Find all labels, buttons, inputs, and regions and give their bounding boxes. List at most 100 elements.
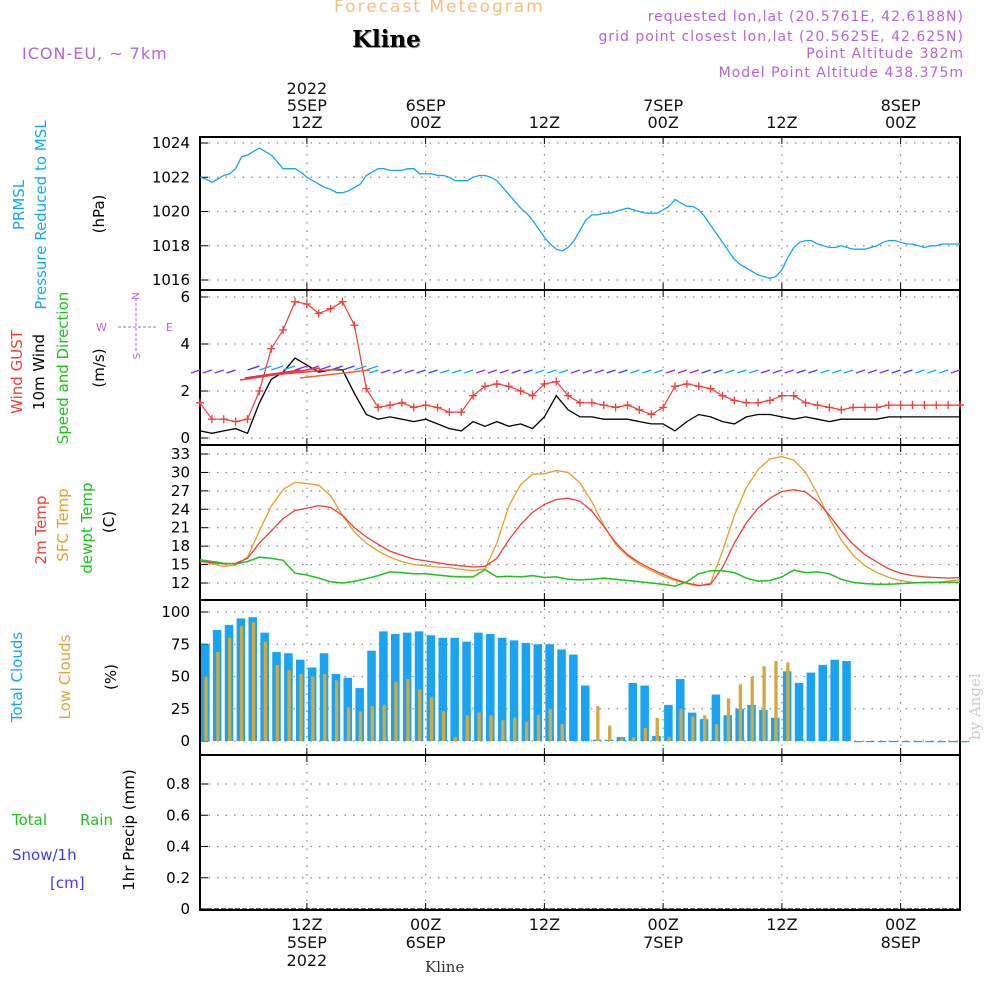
low-cloud-bar — [786, 662, 790, 741]
wind-direction-arrow — [867, 369, 878, 374]
precip-ytick-label: 0.4 — [166, 838, 190, 856]
total-cloud-bar — [949, 741, 958, 743]
pressure-ytick-label: 1024 — [152, 134, 190, 152]
bottom-axis-label: 12Z — [529, 915, 560, 934]
low-cloud-bar — [489, 715, 493, 741]
temperature-ytick-label: 24 — [171, 500, 190, 518]
total-cloud-bar — [937, 741, 946, 743]
wind-direction-arrow — [784, 369, 794, 374]
clouds-ytick-label: 25 — [171, 700, 190, 718]
gust-point — [956, 401, 964, 410]
wind-direction-arrow — [342, 365, 355, 371]
total-cloud-bar — [581, 685, 590, 741]
low-cloud-bar — [323, 673, 327, 741]
wind-direction-arrow — [760, 369, 771, 374]
top-axis-label: 00Z — [647, 113, 678, 132]
gust-point — [884, 401, 893, 410]
temp-unit: (C) — [100, 511, 118, 533]
low-cloud-bar — [679, 708, 683, 741]
gust-point — [777, 391, 786, 400]
total-cloud-bar — [462, 641, 471, 741]
gust-point — [445, 408, 454, 417]
low-cloud-bar — [643, 728, 648, 741]
gust-point — [849, 403, 858, 412]
top-axis-label: 00Z — [410, 113, 441, 132]
gust-point — [647, 410, 656, 419]
low-cloud-bar — [477, 712, 481, 741]
low-cloud-bar — [228, 637, 232, 741]
bottom-axis-label: 6SEP — [406, 933, 446, 952]
gust-point — [504, 382, 513, 391]
wind-direction-arrow — [630, 369, 640, 374]
wind-direction-arrow — [820, 369, 830, 374]
gust-point — [457, 408, 466, 417]
wind-direction-arrow — [642, 369, 652, 374]
temp2m-line — [199, 488, 961, 587]
total-cloud-bar — [497, 637, 507, 741]
wind-direction-arrow — [511, 369, 521, 374]
clouds-ytick-label: 75 — [171, 635, 190, 653]
precip-frame — [199, 754, 961, 911]
wind-ytick-label: 0 — [180, 429, 190, 447]
temperature-ytick-label: 15 — [171, 556, 190, 574]
total-cloud-bar — [877, 741, 887, 743]
wind-direction-arrow — [950, 369, 961, 374]
total-cloud-bar — [818, 664, 828, 741]
gust-point — [837, 405, 846, 414]
wind-direction-arrow — [318, 365, 331, 371]
gust-point — [659, 403, 668, 412]
snow-unit: [cm] — [50, 874, 85, 892]
low-cloud-bar — [596, 706, 600, 741]
low-cloud-bar — [418, 689, 422, 741]
low-cloud-bar — [691, 716, 695, 741]
bottom-axis-label: 7SEP — [643, 933, 683, 952]
gust-point — [896, 401, 905, 410]
gust-point — [813, 401, 822, 410]
precip-unit: 1hr Precip (mm) — [120, 769, 138, 890]
bottom-axis-label: 5SEP — [287, 933, 327, 952]
temperature-ytick-label: 18 — [171, 537, 190, 555]
wind-direction-arrow — [190, 369, 201, 374]
precip-ytick-label: 0 — [180, 900, 190, 918]
gust-point — [789, 391, 798, 400]
wind-direction-arrow — [214, 369, 224, 374]
bottom-axis-label: 00Z — [410, 915, 441, 934]
wind-direction-arrow — [701, 369, 711, 374]
low-cloud-bar — [560, 724, 564, 741]
gust-point — [932, 401, 941, 410]
low-cloud-bar — [453, 737, 458, 741]
wind-gust-label: Wind GUST — [8, 329, 26, 414]
wind-panel: 0 2 4 6 — [180, 288, 961, 447]
wind-direction-arrow — [903, 369, 913, 374]
gust-point — [671, 382, 679, 391]
total-rain-label-2: Rain — [80, 811, 113, 829]
low-cloud-bar — [536, 715, 541, 741]
wind-direction-arrow — [366, 365, 379, 371]
sfc-temp-line — [199, 455, 961, 587]
gust-point — [338, 297, 347, 306]
total-cloud-bar — [664, 704, 673, 741]
gust-point — [219, 415, 228, 424]
total-cloud-bar — [379, 631, 388, 741]
pressure-label-2: Pressure Reduced to MSL — [32, 120, 50, 310]
wind-direction-arrow — [891, 369, 901, 374]
gust-point — [362, 384, 371, 393]
wind-direction-arrow — [416, 369, 426, 374]
wind-direction-arrow — [796, 369, 806, 374]
total-cloud-bar — [854, 741, 863, 743]
wind-direction-arrow — [523, 369, 533, 374]
wind-direction-arrow — [226, 369, 236, 374]
low-cloud-bar — [631, 737, 636, 741]
low-cloud-bar — [738, 684, 743, 741]
pressure-ytick-label: 1018 — [152, 237, 190, 255]
low-cloud-bar — [406, 679, 410, 741]
gust-point — [279, 325, 288, 334]
temperature-ytick-label: 12 — [171, 574, 190, 592]
wind-direction-arrow — [558, 369, 569, 374]
clouds-ytick-label: 100 — [161, 603, 190, 621]
wind-direction-arrow — [689, 369, 699, 374]
low-cloud-bar — [513, 717, 517, 741]
total-cloud-bar — [569, 654, 578, 741]
gust-point — [564, 391, 573, 400]
low-cloud-bar — [358, 711, 363, 741]
